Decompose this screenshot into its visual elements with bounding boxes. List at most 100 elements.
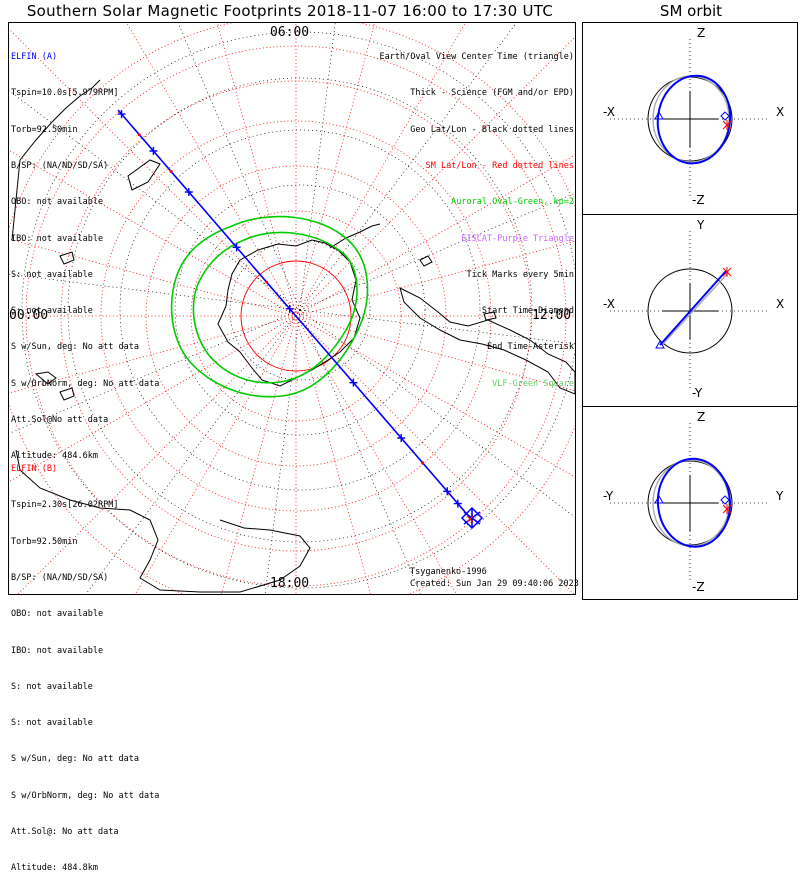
coastlines bbox=[11, 79, 575, 593]
orbit2-left-label: -X bbox=[603, 297, 615, 311]
asterisk-icon bbox=[466, 515, 474, 523]
elfin-b-line: OBO: not available bbox=[11, 609, 104, 620]
sm-latitude-circle bbox=[145, 165, 447, 467]
plot-title: Southern Solar Magnetic Footprints 2018-… bbox=[26, 2, 554, 20]
polar-map bbox=[9, 23, 770, 594]
sm-longitude-line bbox=[295, 23, 466, 317]
plus-icon bbox=[349, 378, 358, 387]
time-label-top: 06:00 bbox=[270, 25, 310, 40]
elfin-a-line: S w/OrbNorm, deg: No att data bbox=[11, 378, 160, 389]
sm-longitude-line bbox=[126, 23, 297, 317]
falklands bbox=[483, 311, 497, 321]
geo-latitude-circle bbox=[229, 239, 371, 381]
new-zealand bbox=[34, 371, 75, 401]
legend-item: Tick Marks every 5min bbox=[466, 269, 574, 280]
time-label-left: 00:00 bbox=[9, 308, 49, 323]
elfin-a-line: S w/Sun, deg: No att data bbox=[11, 342, 139, 353]
legend: Earth/Oval View Center Time (triangle) T… bbox=[380, 27, 574, 402]
sm-longitude-line bbox=[9, 238, 297, 317]
elfin-a-line: S: not available bbox=[11, 306, 93, 317]
elfin-b-line: B/SP: (NA/ND/SD/SA) bbox=[11, 573, 109, 584]
sm-longitude-line bbox=[9, 315, 297, 483]
plus-icon bbox=[184, 188, 193, 196]
elfin-b-line: S: not available bbox=[11, 718, 93, 729]
sm-longitude-line bbox=[221, 315, 297, 594]
orbit3-top-label: Z bbox=[697, 410, 706, 424]
orbit-plots bbox=[610, 39, 770, 583]
legend-item: EISCAT-Purple Triangle bbox=[461, 233, 574, 244]
asterisk-icon bbox=[722, 504, 732, 514]
orbit1-top-label: Z bbox=[697, 26, 706, 40]
earth-circle bbox=[647, 460, 733, 546]
orbit1-left-label: -X bbox=[603, 105, 615, 119]
legend-item: Start Time-Diamond bbox=[481, 306, 574, 317]
triangle-icon bbox=[655, 339, 665, 349]
elfin-a-line: Tspin=10.0s[5.979RPM] bbox=[11, 88, 119, 99]
sm-longitude-line bbox=[9, 28, 297, 317]
legend-item: Thick - Science (FGM and/or EPD) bbox=[410, 88, 574, 99]
orbit-a-track bbox=[656, 74, 732, 165]
orbit-title: SM orbit bbox=[659, 2, 723, 20]
legend-item: End Time-Asterisk bbox=[487, 342, 574, 353]
tick-dot bbox=[420, 461, 424, 465]
auroral-oval-outer bbox=[170, 215, 369, 398]
geo-latitude-circle bbox=[21, 31, 575, 589]
elfin-b-line: S: not available bbox=[11, 681, 93, 692]
triangle-icon bbox=[654, 494, 664, 504]
plus-icon bbox=[149, 147, 158, 155]
sm-longitude-line bbox=[295, 315, 457, 594]
elfin-a-line: Torb=92.50min bbox=[11, 124, 78, 135]
time-label-right: 12:00 bbox=[532, 308, 572, 323]
diamond-icon bbox=[720, 111, 730, 121]
asterisk-icon bbox=[722, 267, 732, 277]
elfin-a-line: Att.Sol@No att data bbox=[11, 415, 109, 425]
orbit2-bottom-label: -Y bbox=[692, 386, 703, 400]
elfin-b-info: ELFIN (B) Tspin=2.30s[26.02RPM] Torb=92.… bbox=[11, 439, 159, 886]
geo-latitude-circle bbox=[119, 129, 481, 491]
elfin-a-footprint-track bbox=[117, 109, 484, 530]
sm-longitude-line bbox=[295, 315, 575, 594]
plus-icon bbox=[443, 487, 452, 496]
elfin-a-info: ELFIN (A) Tspin=10.0s[5.979RPM] Torb=92.… bbox=[11, 27, 159, 474]
elfin-b-name: ELFIN (B) bbox=[11, 464, 58, 475]
track-line bbox=[117, 109, 473, 521]
sm-longitude-line bbox=[295, 315, 575, 392]
tick-dot bbox=[169, 170, 173, 173]
geo-longitude-line bbox=[177, 23, 301, 311]
time-label-bottom: 18:00 bbox=[270, 576, 310, 591]
geo-longitude-line bbox=[264, 309, 301, 594]
orbit3-right-label: Y bbox=[776, 489, 784, 503]
antarctic-peninsula bbox=[329, 223, 381, 249]
orbit-panel-yz bbox=[582, 406, 798, 600]
elfin-b-line: S w/Sun, deg: No att data bbox=[11, 754, 139, 765]
antarctica-outline bbox=[217, 239, 361, 387]
orbit2-top-label: Y bbox=[697, 218, 705, 232]
sm-longitude-line bbox=[135, 315, 297, 594]
orbit3-left-label: -Y bbox=[603, 489, 614, 503]
asterisk-icon bbox=[463, 509, 481, 527]
australia-coast bbox=[15, 449, 311, 593]
elfin-a-line: B/SP: (NA/ND/SD/SA) bbox=[11, 161, 109, 172]
model-label: Tsyganenko-1996 bbox=[410, 567, 487, 577]
created-label: Created: Sun Jan 29 09:40:06 2023 bbox=[410, 579, 579, 589]
polar-map-frame bbox=[8, 22, 576, 595]
elfin-b-line: IBO: not available bbox=[11, 645, 104, 656]
plus-icon bbox=[285, 304, 294, 313]
orbit-a-track bbox=[656, 457, 732, 548]
diamond-icon bbox=[460, 506, 484, 530]
earth-circle bbox=[647, 268, 733, 354]
triangle-icon bbox=[654, 110, 664, 120]
sm-pole-circle bbox=[240, 260, 352, 372]
orbit-b-track bbox=[661, 272, 729, 346]
tick-dot bbox=[137, 133, 141, 137]
orbit3-bottom-label: -Z bbox=[692, 580, 705, 594]
elfin-b-line: Att.Sol@: No att data bbox=[11, 827, 119, 837]
geo-grid bbox=[9, 23, 575, 594]
sm-longitude-line bbox=[295, 23, 375, 317]
legend-item: Geo Lat/Lon - Black dotted lines bbox=[410, 124, 574, 135]
orbit1-right-label: X bbox=[776, 105, 785, 119]
island-b bbox=[419, 255, 433, 267]
plus-icon bbox=[232, 243, 241, 252]
legend-item: SM Lat/Lon - Red dotted lines bbox=[425, 161, 574, 172]
asterisk-icon bbox=[722, 120, 732, 130]
